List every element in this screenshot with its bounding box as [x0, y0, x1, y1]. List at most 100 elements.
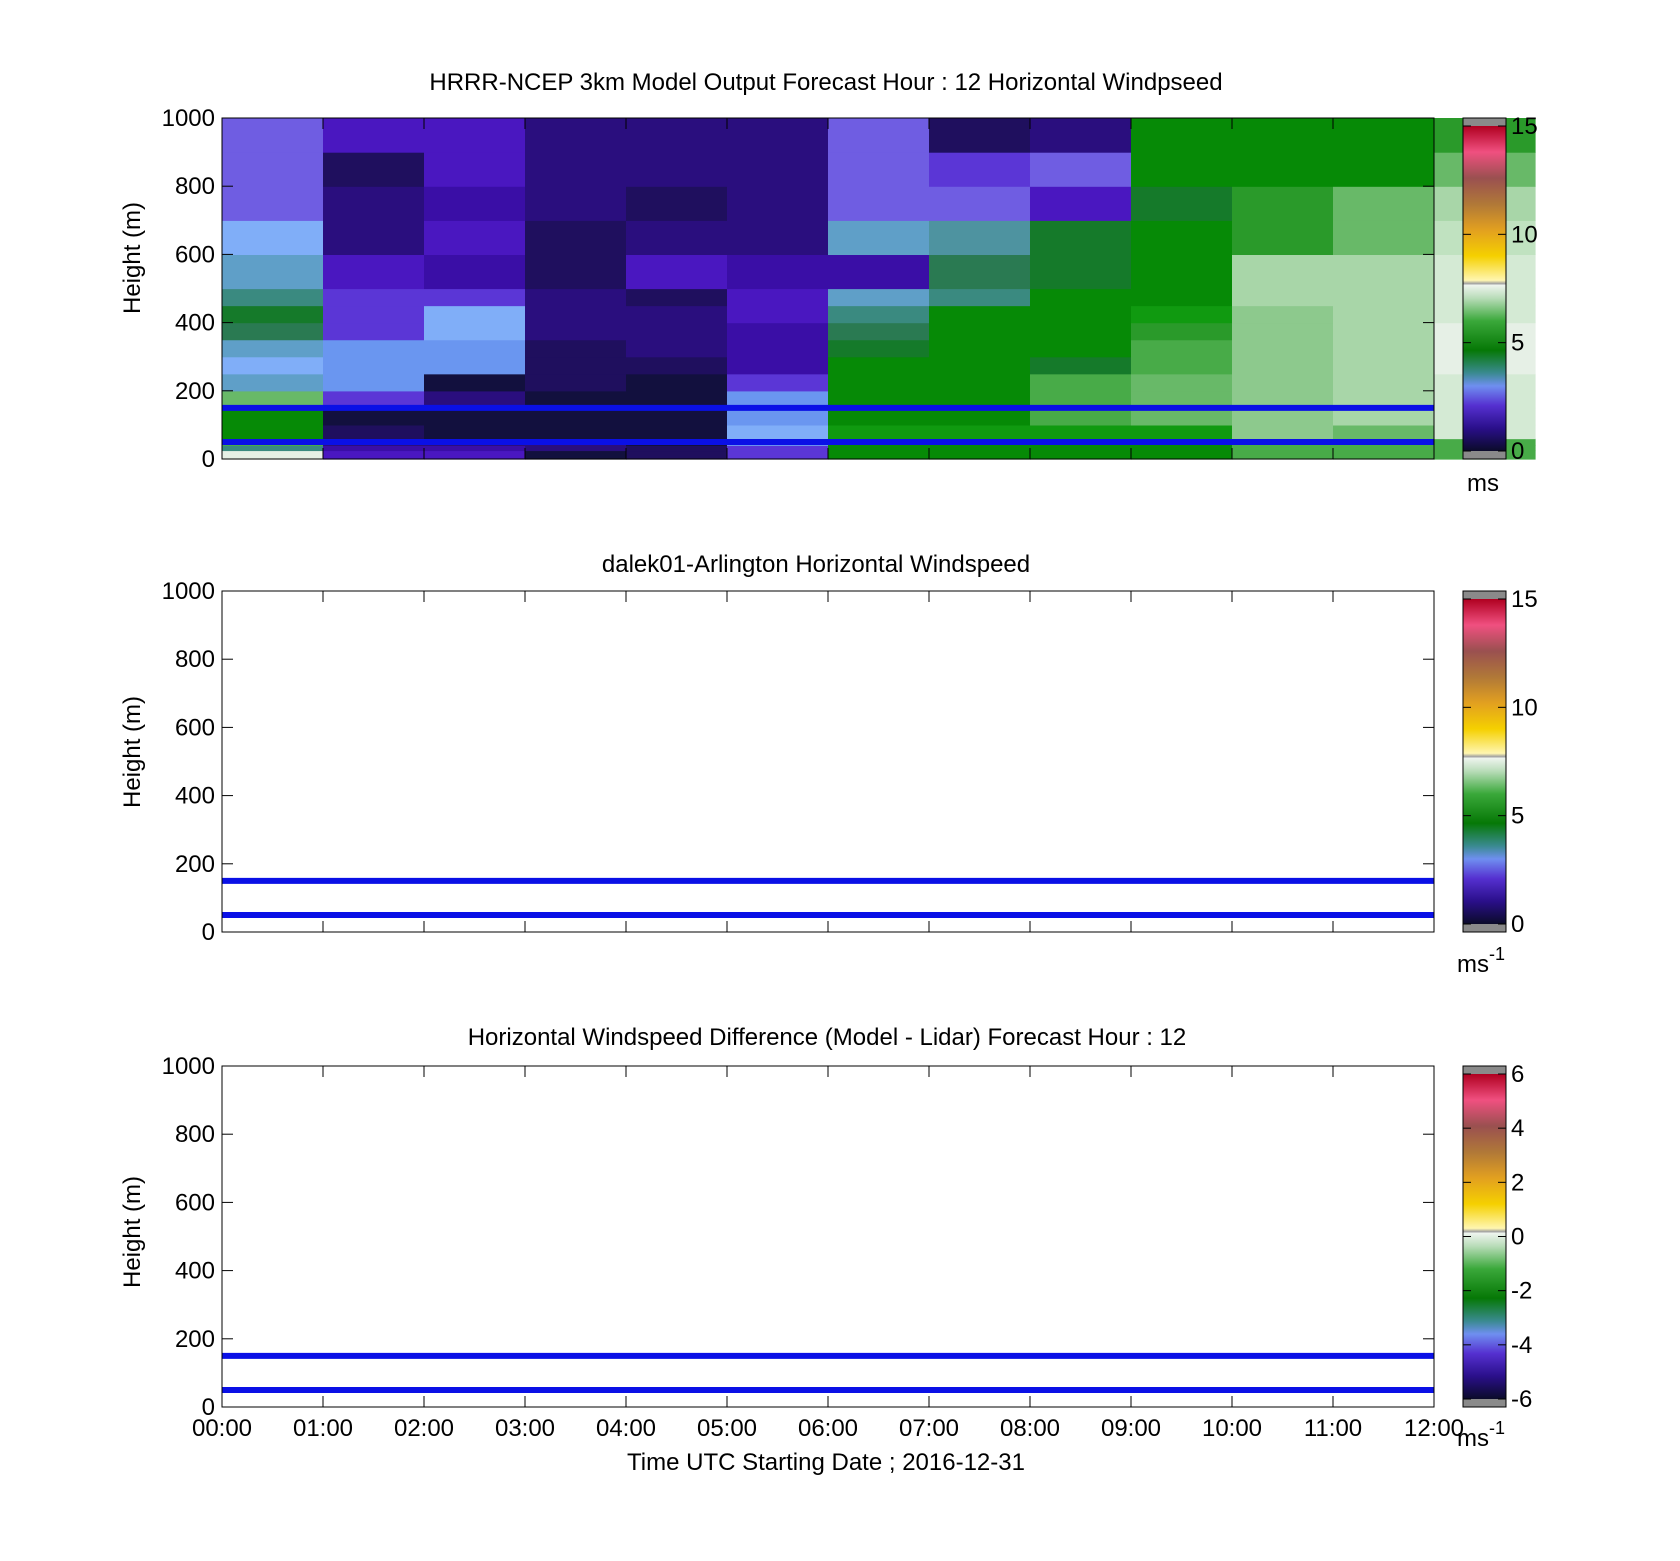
y-tick-label: 0: [202, 1394, 215, 1421]
heatmap-cell: [1030, 339, 1132, 358]
heatmap-cell: [828, 339, 930, 358]
heatmap-cell: [727, 339, 829, 358]
colorbar-tick-label: 15: [1511, 586, 1538, 613]
heatmap-cell: [727, 254, 829, 290]
heatmap-cell: [727, 186, 829, 221]
heatmap-cell: [727, 407, 829, 426]
heatmap-cell: [525, 118, 627, 153]
heatmap-cell: [424, 390, 526, 409]
y-tick-label: 1000: [162, 578, 215, 605]
heatmap-cell: [1333, 407, 1435, 426]
heatmap-cell: [1030, 186, 1132, 221]
heatmap-cell: [222, 305, 324, 324]
heatmap-cell: [929, 356, 1031, 375]
colorbar-tick-label: 4: [1511, 1115, 1524, 1142]
heatmap-cell: [1131, 186, 1233, 221]
heatmap-cell: [222, 254, 324, 290]
heatmap-cell: [1030, 373, 1132, 392]
heatmap-cell: [222, 288, 324, 307]
heatmap-cell: [929, 424, 1031, 440]
heatmap-cell: [1333, 152, 1435, 187]
x-tick-label: 03:00: [495, 1415, 555, 1442]
y-tick-label: 800: [175, 1121, 215, 1148]
heatmap-cell: [727, 305, 829, 324]
heatmap-cell: [1232, 407, 1334, 426]
heatmap-cell: [1333, 220, 1435, 255]
colorbar-tick-label: -2: [1511, 1278, 1532, 1305]
heatmap-cell: [828, 186, 930, 221]
heatmap-cell: [1232, 450, 1334, 460]
x-tick-label: 05:00: [697, 1415, 757, 1442]
heatmap-cell: [1131, 322, 1233, 341]
axes: 0 200 400 600 800 1000: [162, 105, 1435, 473]
y-tick-label: 0: [202, 919, 215, 946]
heatmap-cell: [626, 220, 728, 255]
heatmap-cell: [323, 322, 425, 341]
heatmap-cell: [929, 305, 1031, 324]
heatmap-cell: [626, 288, 728, 307]
heatmap-cell: [1232, 322, 1334, 341]
heatmap-cell: [525, 186, 627, 221]
heatmap-cell: [929, 288, 1031, 307]
heatmap-cell: [1232, 305, 1334, 324]
heatmap-cell: [1030, 356, 1132, 375]
heatmap-cell: [929, 152, 1031, 187]
heatmap-cell: [626, 152, 728, 187]
panel-lidar: dalek01-Arlington Horizontal Windspeed 0…: [119, 551, 1538, 978]
heatmap-cell: [828, 118, 930, 153]
heatmap-cell: [727, 424, 829, 440]
heatmap-cell: [1030, 424, 1132, 440]
heatmap-cell: [1030, 305, 1132, 324]
x-tick-label: 06:00: [798, 1415, 858, 1442]
heatmap-cell: [525, 220, 627, 255]
heatmap-cell: [323, 305, 425, 324]
heatmap-cell: [1030, 450, 1132, 460]
heatmap-cell: [323, 118, 425, 153]
heatmap-cell: [323, 445, 425, 452]
colorbar: -6 -4 -2 0 2 4 6 ms-1: [1457, 1061, 1532, 1452]
colorbar: 0 5 10 15 ms: [1462, 113, 1538, 497]
heatmap-cell: [1030, 288, 1132, 307]
colorbar-bottom-cap: [1463, 1399, 1506, 1407]
heatmap-cell: [1333, 373, 1435, 392]
heatmap-cell: [1131, 254, 1233, 290]
heatmap-cell: [323, 424, 425, 440]
heatmap-cell: [222, 450, 324, 460]
heatmap-cell: [828, 288, 930, 307]
heatmap-cell: [1131, 407, 1233, 426]
heatmap-cell: [727, 356, 829, 375]
heatmap-cell: [828, 220, 930, 255]
colorbar-tick-label: 0: [1511, 1224, 1524, 1251]
axes: 0 200 400 600 800 1000: [162, 578, 1435, 946]
heatmap-cell: [1131, 305, 1233, 324]
colorbar-tick-label: -4: [1511, 1332, 1532, 1359]
x-tick-label: 09:00: [1101, 1415, 1161, 1442]
heatmap-cell: [1333, 390, 1435, 409]
colorbar-tick-label: 5: [1511, 803, 1524, 830]
heatmap-cell: [525, 445, 627, 452]
heatmap-cell: [222, 356, 324, 375]
heatmap-cell: [1333, 186, 1435, 221]
x-axis-label: Time UTC Starting Date ; 2016-12-31: [627, 1449, 1025, 1476]
heatmap-cell: [424, 118, 526, 153]
heatmap-cell: [828, 445, 930, 452]
y-tick-label: 200: [175, 378, 215, 405]
y-axis-label: Height (m): [119, 1176, 146, 1288]
heatmap-cell: [1030, 254, 1132, 290]
heatmap-cell: [1030, 407, 1132, 426]
heatmap-cell: [525, 152, 627, 187]
panel-difference: Horizontal Windspeed Difference (Model -…: [119, 1024, 1532, 1476]
heatmap-cell: [626, 118, 728, 153]
heatmap-cell: [1232, 288, 1334, 307]
x-tick-label: 07:00: [899, 1415, 959, 1442]
heatmap-cell: [828, 450, 930, 460]
y-axis-label: Height (m): [119, 202, 146, 314]
heatmap-cell: [323, 356, 425, 375]
heatmap-cell: [929, 373, 1031, 392]
heatmap-cell: [525, 450, 627, 460]
heatmap-cell: [525, 424, 627, 440]
x-tick-label: 02:00: [394, 1415, 454, 1442]
colorbar-top-cap: [1463, 591, 1506, 599]
heatmap-cell: [1131, 390, 1233, 409]
heatmap-cell: [828, 152, 930, 187]
